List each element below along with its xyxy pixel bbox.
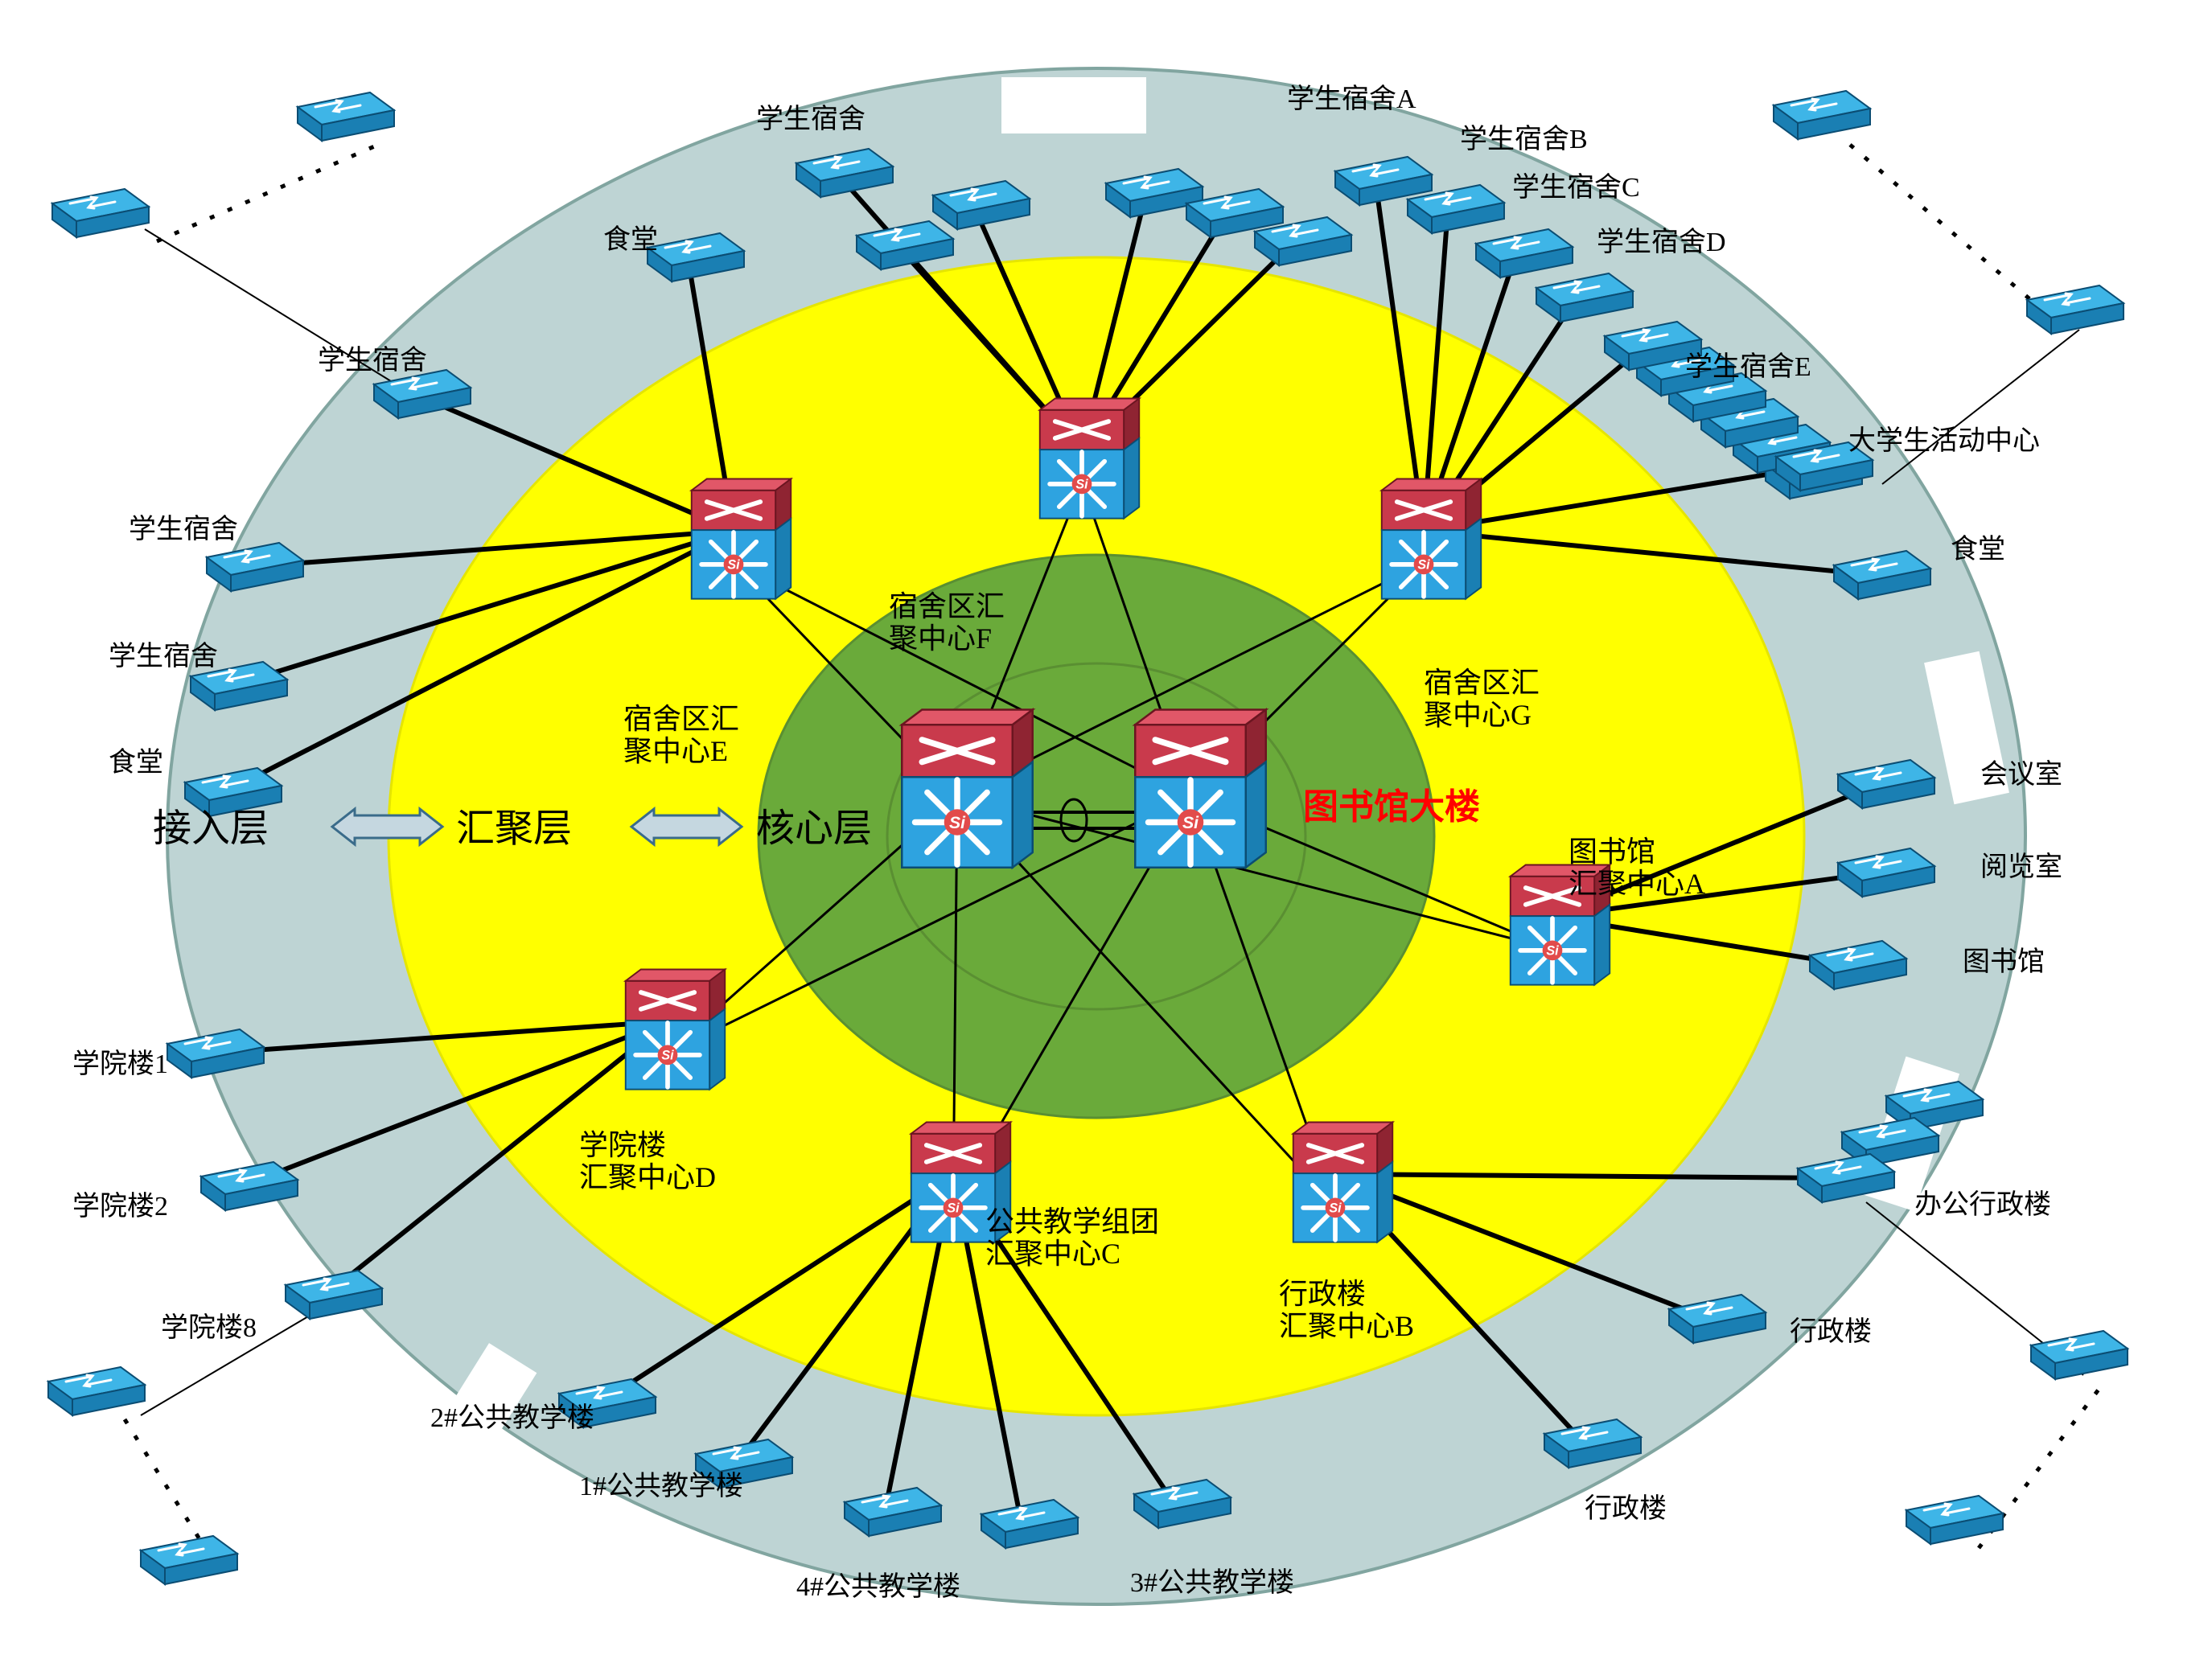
acc-t3-label: 3#公共教学楼 — [1130, 1568, 1294, 1598]
aggr-g-label: 宿舍区汇 聚中心G — [1424, 667, 1540, 731]
out-tr2 — [1774, 91, 1870, 139]
out-tl2 — [298, 92, 394, 141]
library-label: 图书馆大楼 — [1303, 788, 1480, 827]
acc-t2-label: 2#公共教学楼 — [430, 1403, 594, 1433]
acc-cl1-label: 学院楼1 — [72, 1049, 168, 1079]
out-bl1 — [48, 1367, 145, 1415]
layer-access-label: 接入层 — [153, 808, 269, 851]
acc-cl8-label: 学院楼8 — [161, 1313, 257, 1343]
layer-core-label: 核心层 — [756, 808, 872, 851]
layer-arrow — [332, 809, 442, 844]
acc-dorm4-label: 学生宿舍 — [756, 105, 865, 134]
aggr-f: Si — [1040, 399, 1140, 519]
aggr-a-label: 图书馆 汇聚中心A — [1569, 836, 1705, 900]
acc-cant3-label: 食堂 — [1951, 535, 2005, 565]
svg-text:Si: Si — [947, 1201, 960, 1216]
acc-dorm3-label: 学生宿舍 — [318, 346, 427, 376]
diagram-svg: Si Si Si Si Si Si Si Si Si — [0, 0, 2212, 1659]
core-right: Si — [1135, 710, 1266, 868]
aggr-d-label: 学院楼 汇聚中心D — [579, 1130, 716, 1193]
aggr-g: Si — [1382, 479, 1482, 599]
layer-arrow — [631, 809, 742, 844]
out-tl1 — [52, 189, 149, 237]
aggr-f-label: 宿舍区汇 聚中心F — [889, 591, 1005, 655]
aggr-b-label: 行政楼 汇聚中心B — [1279, 1279, 1414, 1342]
svg-text:Si: Si — [1329, 1201, 1342, 1216]
aggr-e-label: 宿舍区汇 聚中心E — [623, 704, 739, 767]
svg-text:Si: Si — [1075, 478, 1088, 492]
acc-t4-label: 4#公共教学楼 — [796, 1572, 960, 1602]
svg-text:Si: Si — [949, 813, 966, 832]
out-br2 — [1906, 1496, 2003, 1544]
layer-aggr-label: 汇聚层 — [456, 808, 572, 851]
acc-lib-label: 图书馆 — [1963, 947, 2045, 977]
aggr-c-label: 公共教学组团 汇聚中心C — [985, 1206, 1159, 1270]
network-topology-diagram: Si Si Si Si Si Si Si Si Si 宿舍区汇 聚中心E 宿舍区汇 聚中心F 宿舍区… — [0, 0, 2212, 1659]
svg-text:Si: Si — [727, 558, 740, 573]
acc-dE-label: 学生宿舍E — [1685, 352, 1811, 382]
aggr-d: Si — [626, 970, 726, 1090]
acc-cl2-label: 学院楼2 — [72, 1192, 168, 1222]
acc-read-label: 阅览室 — [1980, 852, 2062, 882]
acc-adm2-label: 行政楼 — [1585, 1494, 1667, 1524]
acc-dA-label: 学生宿舍A — [1287, 84, 1416, 114]
acc-cant2-label: 食堂 — [603, 225, 658, 255]
aggr-b: Si — [1293, 1123, 1393, 1242]
core-left: Si — [902, 710, 1033, 868]
acc-cant1-label: 食堂 — [109, 748, 163, 778]
acc-dB-label: 学生宿舍B — [1460, 125, 1588, 154]
acc-dorm1-label: 学生宿舍 — [129, 515, 238, 544]
out-tr1 — [2027, 285, 2124, 334]
acc-off-label: 办公行政楼 — [1914, 1190, 2051, 1220]
out-bl2 — [141, 1536, 237, 1584]
acc-adm1-label: 行政楼 — [1790, 1317, 1872, 1347]
svg-text:Si: Si — [1417, 558, 1430, 573]
acc-dD-label: 学生宿舍D — [1597, 228, 1726, 257]
acc-act-label: 大学生活动中心 — [1848, 426, 2040, 456]
svg-text:Si: Si — [1182, 813, 1199, 832]
svg-text:Si: Si — [661, 1049, 674, 1063]
acc-meet-label: 会议室 — [1980, 760, 2062, 790]
out-br1 — [2031, 1331, 2128, 1379]
acc-dorm2-label: 学生宿舍 — [109, 642, 218, 671]
svg-text:Si: Si — [1546, 944, 1559, 959]
acc-t1-label: 1#公共教学楼 — [579, 1472, 743, 1501]
ring-gap — [1001, 77, 1146, 133]
acc-dC-label: 学生宿舍C — [1512, 173, 1640, 203]
aggr-e: Si — [692, 479, 791, 599]
